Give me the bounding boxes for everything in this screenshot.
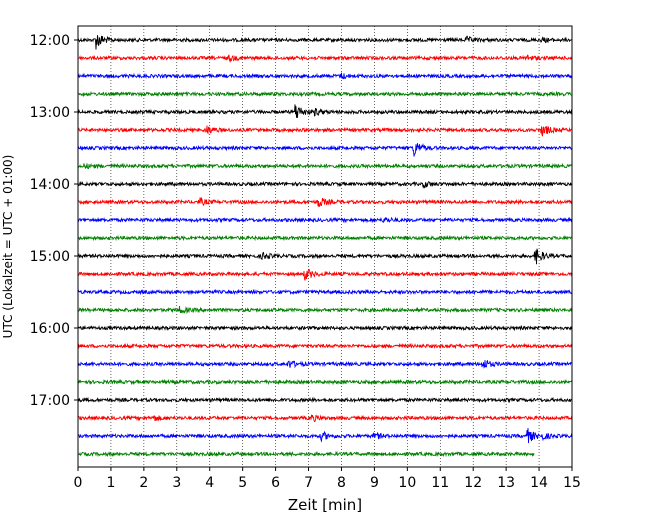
plot-frame: [77, 25, 573, 468]
trace-1500: [77, 248, 573, 265]
x-axis-label: Zeit [min]: [288, 496, 362, 514]
trace-1515: [77, 268, 573, 281]
x-axis-ticks: 0 1 2 3 4 5 6 7 8 9 10 11 12 13 14 15: [74, 467, 581, 491]
x-tick-label: 6: [271, 475, 280, 491]
x-tick-label: 7: [304, 475, 313, 491]
x-tick-label: 11: [431, 475, 449, 491]
trace-1315: [77, 125, 573, 137]
trace-1215: [77, 54, 573, 63]
x-tick-label: 13: [497, 475, 515, 491]
x-tick-label: 14: [530, 475, 548, 491]
x-tick-label: 10: [398, 475, 416, 491]
y-axis-ticks: 12:00 13:00 14:00 15:00 16:00 17:00: [30, 33, 78, 409]
x-tick-label: 9: [370, 475, 379, 491]
y-tick-label: 16:00: [30, 321, 70, 337]
trace-1400: [77, 180, 573, 189]
x-tick-label: 15: [563, 475, 581, 491]
trace-1230: [77, 72, 573, 80]
trace-1715: [77, 414, 573, 423]
trace-1530: [77, 288, 573, 296]
trace-1415: [77, 196, 573, 208]
x-tick-label: 2: [139, 475, 148, 491]
trace-lines: [77, 35, 573, 458]
x-tick-label: 4: [205, 475, 214, 491]
x-tick-label: 5: [238, 475, 247, 491]
trace-1330: [77, 143, 573, 157]
trace-1200: [77, 35, 573, 50]
y-tick-label: 15:00: [30, 249, 70, 265]
trace-1630: [77, 359, 573, 369]
trace-1430: [77, 216, 573, 224]
trace-1615: [77, 342, 573, 350]
y-tick-label: 12:00: [30, 33, 70, 49]
trace-1545: [77, 305, 573, 315]
x-tick-label: 12: [464, 475, 482, 491]
x-tick-label: 8: [337, 475, 346, 491]
trace-1600: [77, 324, 573, 332]
y-tick-label: 14:00: [30, 177, 70, 193]
trace-1645: [77, 378, 573, 386]
x-tick-label: 3: [172, 475, 181, 491]
trace-1745: [77, 450, 535, 458]
x-tick-label: 0: [74, 475, 83, 491]
y-tick-label: 13:00: [30, 105, 70, 121]
x-tick-label: 1: [106, 475, 115, 491]
trace-1730: [77, 427, 573, 444]
y-axis-label: UTC (Lokalzeit = UTC + 01:00): [1, 155, 15, 339]
trace-1345: [77, 162, 573, 170]
trace-1245: [77, 90, 573, 98]
y-tick-label: 17:00: [30, 393, 70, 409]
trace-1700: [77, 396, 573, 404]
trace-1445: [77, 234, 573, 242]
trace-1300: [77, 104, 573, 118]
